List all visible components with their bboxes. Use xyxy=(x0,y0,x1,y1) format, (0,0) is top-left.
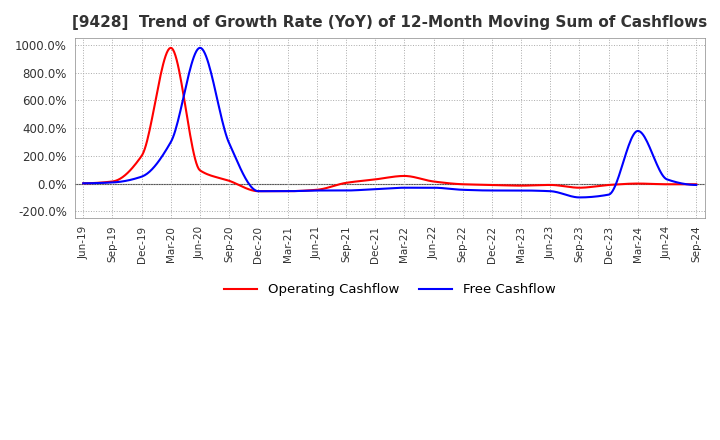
Operating Cashflow xyxy=(166,45,175,51)
Free Cashflow xyxy=(680,181,688,187)
Line: Free Cashflow: Free Cashflow xyxy=(84,48,696,198)
Operating Cashflow xyxy=(584,185,593,190)
Free Cashflow xyxy=(575,195,584,200)
Operating Cashflow xyxy=(79,181,88,186)
Operating Cashflow xyxy=(372,176,381,182)
Free Cashflow xyxy=(372,187,380,192)
Free Cashflow xyxy=(375,186,384,191)
Operating Cashflow xyxy=(680,182,688,187)
Line: Operating Cashflow: Operating Cashflow xyxy=(84,48,696,191)
Operating Cashflow xyxy=(413,175,422,180)
Free Cashflow xyxy=(692,182,701,187)
Operating Cashflow xyxy=(255,189,264,194)
Title: [9428]  Trend of Growth Rate (YoY) of 12-Month Moving Sum of Cashflows: [9428] Trend of Growth Rate (YoY) of 12-… xyxy=(72,15,707,30)
Free Cashflow xyxy=(412,185,420,191)
Operating Cashflow xyxy=(692,182,701,187)
Free Cashflow xyxy=(196,45,204,51)
Operating Cashflow xyxy=(446,181,455,186)
Operating Cashflow xyxy=(377,176,385,181)
Free Cashflow xyxy=(584,194,593,200)
Free Cashflow xyxy=(445,186,454,191)
Free Cashflow xyxy=(79,181,88,186)
Legend: Operating Cashflow, Free Cashflow: Operating Cashflow, Free Cashflow xyxy=(219,278,561,302)
